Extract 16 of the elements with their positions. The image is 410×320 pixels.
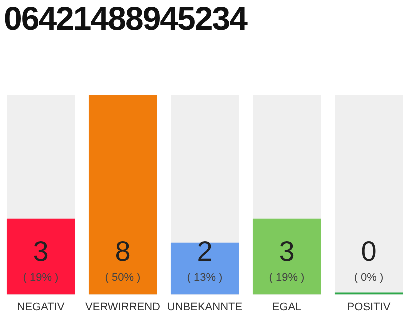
- annotation: 3: [279, 236, 295, 267]
- data-label: ( 19% ): [23, 272, 59, 284]
- annotation: 3: [33, 236, 49, 267]
- chart-title: 06421488945234: [4, 0, 247, 38]
- data-label: ( 13% ): [187, 272, 223, 284]
- x-tick-label: POSITIV: [347, 301, 392, 314]
- annotation: 0: [361, 236, 377, 267]
- x-tick-label: NEGATIV: [17, 301, 66, 314]
- annotation: 8: [115, 236, 131, 267]
- annotation: 2: [197, 236, 213, 267]
- x-tick-label: EGAL: [272, 301, 302, 314]
- data-label: ( 0% ): [354, 272, 384, 284]
- data-label: ( 19% ): [269, 272, 305, 284]
- x-tick-label: UNBEKANNTE: [167, 301, 243, 314]
- x-tick-label: VERWIRREND: [86, 301, 161, 314]
- data-label: ( 50% ): [105, 272, 141, 284]
